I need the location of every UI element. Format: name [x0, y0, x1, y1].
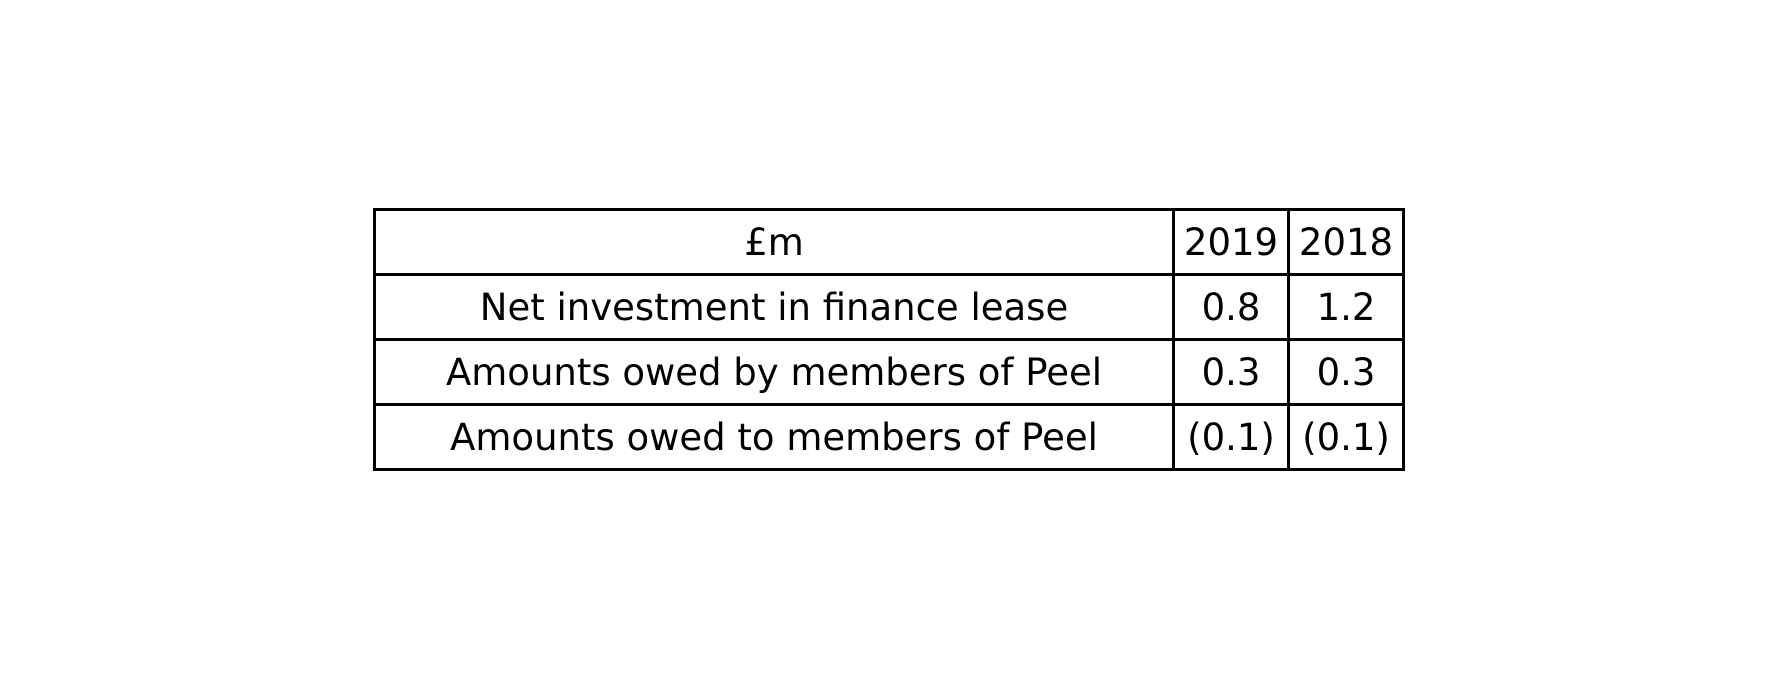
table-row: Net investment in finance lease 0.8 1.2	[373, 273, 1405, 341]
value-cell-2019: 0.8	[1172, 273, 1290, 341]
value-cell-2019: 0.3	[1172, 338, 1290, 406]
value-cell-2018: 1.2	[1287, 273, 1405, 341]
data-table: £m 2019 2018 Net investment in finance l…	[373, 208, 1405, 471]
row-label: Amounts owed to members of Peel	[373, 403, 1175, 471]
header-cell-2018: 2018	[1287, 208, 1405, 276]
value-cell-2019: (0.1)	[1172, 403, 1290, 471]
header-row: £m 2019 2018	[373, 208, 1405, 276]
table-row: Amounts owed by members of Peel 0.3 0.3	[373, 338, 1405, 406]
row-label: Net investment in finance lease	[373, 273, 1175, 341]
row-label: Amounts owed by members of Peel	[373, 338, 1175, 406]
value-cell-2018: (0.1)	[1287, 403, 1405, 471]
data-table-container: £m 2019 2018 Net investment in finance l…	[373, 208, 1405, 471]
table-row: Amounts owed to members of Peel (0.1) (0…	[373, 403, 1405, 471]
header-cell-unit: £m	[373, 208, 1175, 276]
header-cell-2019: 2019	[1172, 208, 1290, 276]
value-cell-2018: 0.3	[1287, 338, 1405, 406]
